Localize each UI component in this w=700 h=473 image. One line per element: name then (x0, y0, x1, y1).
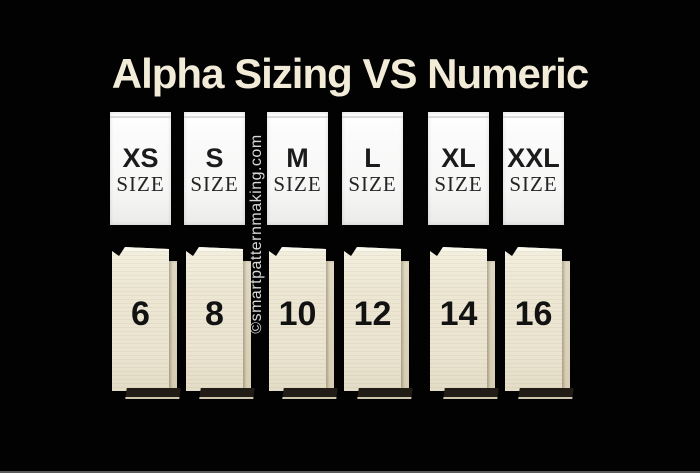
numeric-label-face: 10 (269, 247, 326, 391)
numeric-size-text: 10 (278, 294, 317, 333)
numeric-label-face: 8 (186, 247, 243, 391)
size-column-m: M SIZE 10 (267, 0, 338, 473)
numeric-label-face: 14 (430, 247, 487, 391)
alpha-size-label: XXL SIZE (503, 112, 564, 225)
label-fold-bottom (125, 388, 181, 399)
label-fold-edge (326, 261, 334, 394)
alpha-size-label: S SIZE (184, 112, 245, 225)
label-fold-bottom (199, 388, 255, 399)
size-word-text: SIZE (273, 172, 322, 197)
size-column-xxl: XXL SIZE 16 (503, 0, 574, 473)
numeric-size-label: 6 (112, 247, 181, 399)
label-fold-edge (562, 261, 570, 394)
size-word-text: SIZE (116, 172, 165, 197)
size-word-text: SIZE (509, 172, 558, 197)
alpha-size-text: XXL (507, 142, 560, 173)
alpha-size-label: XS SIZE (110, 112, 171, 225)
numeric-label-face: 12 (344, 247, 401, 391)
label-fold-bottom (357, 388, 413, 399)
alpha-size-text: S (205, 142, 224, 173)
label-fold-bottom (282, 388, 338, 399)
label-fold-edge (401, 261, 409, 394)
numeric-size-text: 6 (131, 294, 150, 333)
numeric-size-label: 16 (505, 247, 574, 399)
alpha-size-text: XL (441, 142, 476, 173)
page-title: Alpha Sizing VS Numeric (111, 50, 589, 97)
label-fold-edge (243, 261, 251, 394)
size-word-text: SIZE (190, 172, 239, 197)
size-column-l: L SIZE 12 (342, 0, 413, 473)
label-fold-edge (487, 261, 495, 394)
numeric-size-label: 12 (344, 247, 413, 399)
alpha-size-label: L SIZE (342, 112, 403, 225)
numeric-size-text: 14 (439, 294, 478, 333)
size-word-text: SIZE (348, 172, 397, 197)
size-column-s: S SIZE 8 (184, 0, 255, 473)
label-fold-edge (169, 261, 177, 394)
alpha-size-text: L (364, 142, 381, 173)
alpha-size-text: M (286, 142, 309, 173)
numeric-size-label: 8 (186, 247, 255, 399)
alpha-size-text: XS (122, 142, 159, 173)
numeric-size-label: 10 (269, 247, 338, 399)
alpha-size-label: XL SIZE (428, 112, 489, 225)
numeric-label-face: 6 (112, 247, 169, 391)
label-fold-bottom (443, 388, 499, 399)
size-word-text: SIZE (434, 172, 483, 197)
numeric-label-face: 16 (505, 247, 562, 391)
bottom-border-line (0, 471, 700, 473)
numeric-size-text: 12 (353, 294, 392, 333)
numeric-size-text: 8 (205, 294, 224, 333)
size-column-xs: XS SIZE 6 (110, 0, 181, 473)
size-column-xl: XL SIZE 14 (428, 0, 499, 473)
label-fold-bottom (518, 388, 574, 399)
numeric-size-text: 16 (514, 294, 553, 333)
numeric-size-label: 14 (430, 247, 499, 399)
alpha-size-label: M SIZE (267, 112, 328, 225)
